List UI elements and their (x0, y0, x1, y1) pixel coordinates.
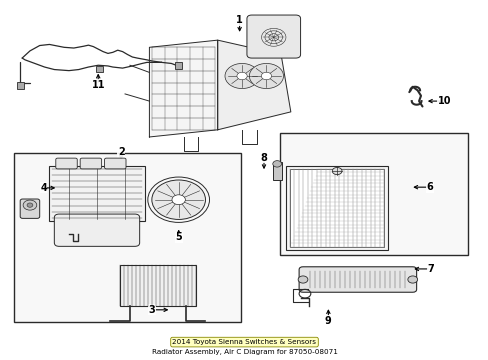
Bar (175, 62, 182, 69)
Bar (96, 66, 102, 72)
Circle shape (237, 72, 246, 80)
Text: 5: 5 (175, 232, 182, 242)
Text: Radiator Assembly, Air C Diagram for 87050-08071: Radiator Assembly, Air C Diagram for 870… (151, 349, 337, 355)
Polygon shape (149, 40, 217, 137)
FancyBboxPatch shape (20, 199, 40, 219)
FancyBboxPatch shape (56, 158, 77, 169)
Circle shape (172, 195, 185, 204)
Circle shape (27, 203, 33, 207)
Circle shape (152, 180, 205, 220)
Text: 4: 4 (40, 183, 47, 193)
Text: 9: 9 (325, 316, 331, 325)
FancyBboxPatch shape (299, 267, 416, 292)
Text: 1: 1 (236, 15, 243, 26)
Circle shape (331, 167, 341, 175)
Circle shape (249, 63, 283, 89)
Circle shape (23, 200, 37, 210)
FancyBboxPatch shape (54, 214, 140, 246)
Circle shape (298, 276, 307, 283)
Bar (17, 82, 23, 89)
FancyBboxPatch shape (246, 15, 300, 58)
Text: 2: 2 (118, 147, 124, 157)
Bar (289, 168, 384, 247)
Text: 7: 7 (427, 264, 433, 274)
Circle shape (261, 72, 271, 80)
Bar (14, 153, 240, 321)
Text: 6: 6 (426, 182, 432, 192)
FancyBboxPatch shape (80, 158, 102, 169)
Circle shape (224, 63, 259, 89)
FancyBboxPatch shape (104, 158, 126, 169)
Text: 2014 Toyota Sienna Switches & Sensors: 2014 Toyota Sienna Switches & Sensors (172, 339, 316, 345)
Bar (285, 166, 387, 250)
Circle shape (407, 276, 417, 283)
Text: 11: 11 (91, 80, 105, 90)
Polygon shape (217, 40, 290, 130)
Bar (120, 265, 195, 306)
Bar (279, 134, 467, 255)
Text: 10: 10 (437, 96, 450, 106)
Text: 3: 3 (148, 305, 155, 315)
Bar (272, 162, 281, 180)
Bar (49, 166, 144, 221)
Text: 8: 8 (260, 153, 267, 163)
Circle shape (272, 161, 281, 167)
